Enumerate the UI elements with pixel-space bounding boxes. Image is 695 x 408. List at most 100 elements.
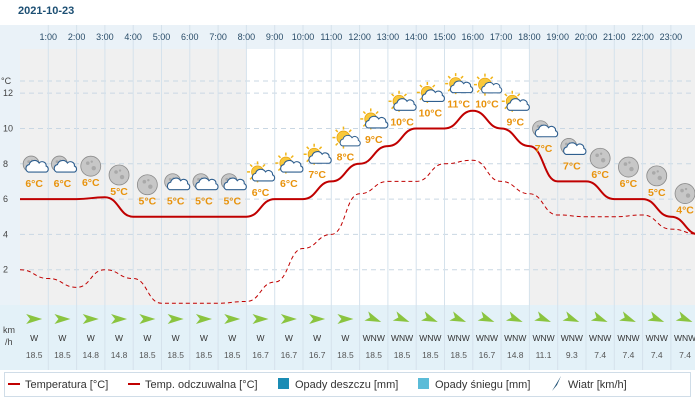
- moon-crater: [225, 177, 229, 181]
- chart-legend: Temperatura [°C] Temp. odczuwalna [°C] Opa…: [4, 372, 691, 397]
- hour-label: 13:00: [377, 32, 400, 42]
- wind-speed-label: 18.5: [224, 350, 241, 360]
- wind-direction-label: WNW: [391, 333, 413, 343]
- wind-speed-label: 18.5: [422, 350, 439, 360]
- sun-cloud-icon: [247, 161, 276, 183]
- moon-crater: [91, 165, 96, 171]
- wind-arrow-icon: [590, 311, 608, 322]
- sun-ray: [504, 93, 508, 97]
- wind-arrow-icon: [195, 314, 212, 324]
- sun-icon: [473, 73, 503, 96]
- wind-speed-label: 18.5: [139, 350, 156, 360]
- hour-label: 9:00: [266, 32, 284, 42]
- legend-item: Wiatr [km/h]: [552, 376, 627, 391]
- legend-label: Temperatura [°C]: [25, 379, 108, 391]
- sun-ray: [403, 93, 408, 97]
- wind-direction-label: WNW: [589, 333, 611, 343]
- sun-ray: [490, 76, 494, 80]
- wind-speed-label: 18.5: [196, 350, 213, 360]
- hour-label: 5:00: [153, 32, 171, 42]
- moon-icon: [136, 174, 158, 196]
- moon-crater: [623, 162, 628, 166]
- sun-ray: [375, 110, 379, 115]
- moon-crater: [565, 142, 568, 146]
- moon-crater: [680, 188, 684, 193]
- wind-direction-label: W: [257, 333, 265, 343]
- wind-arrow-icon: [421, 311, 438, 322]
- temperature-label: 9°C: [365, 134, 383, 146]
- wind-direction-label: W: [30, 333, 38, 343]
- moon-disc: [674, 183, 695, 204]
- cloud-shape: [25, 159, 49, 173]
- moon-icon: [108, 164, 130, 186]
- wind-arrow-shape: [167, 314, 184, 324]
- wind-arrow-icon: [54, 314, 71, 324]
- moon-crater: [595, 153, 599, 158]
- wind-direction-label: W: [228, 333, 236, 343]
- temperature-label: 6°C: [82, 177, 100, 189]
- hour-axis: 1:00 2:00 3:00 4:00 5:00 6:00 7:00 8:00 9:00 10:0…: [40, 32, 683, 42]
- wind-speed-label: 18.5: [450, 350, 467, 360]
- wind-direction-label: WNW: [363, 333, 385, 343]
- moon-crater: [651, 171, 656, 175]
- wind-arrow-shape: [111, 314, 128, 324]
- wind-arrow-icon: [280, 314, 297, 324]
- y-axis-unit: °C: [1, 76, 12, 86]
- moon-crater: [656, 170, 659, 173]
- wind-arrow-icon: [534, 311, 551, 322]
- wind-arrow-icon: [82, 314, 99, 324]
- wind-arrow-shape: [647, 311, 665, 322]
- chart-gridlines: [20, 25, 695, 370]
- wind-speed-label: 7.4: [651, 350, 663, 360]
- wind-speed-label: 18.5: [337, 350, 354, 360]
- wind-row: W 18.5 W 18.5 W 14.8 W 14.8 W 18.5 W 18.5 W 18.5 W 18.5…: [26, 311, 695, 360]
- wind-arrow-shape: [82, 314, 99, 324]
- wind-arrow-shape: [619, 311, 636, 322]
- wind-icon: [552, 376, 561, 391]
- cloud-shape: [506, 98, 530, 111]
- sun-ray: [362, 110, 366, 115]
- wind-direction-label: W: [87, 333, 95, 343]
- hour-label: 14:00: [405, 32, 428, 42]
- legend-item: Opady deszczu [mm]: [278, 378, 398, 391]
- cloud-shape: [481, 81, 503, 94]
- hour-label: 1:00: [40, 32, 58, 42]
- wind-arrow-shape: [337, 314, 354, 324]
- sun-cloud-icon: [388, 90, 417, 112]
- night-shade-evening: [529, 49, 695, 305]
- sun-icon: [332, 126, 361, 149]
- wind-speed-label: 14.8: [82, 350, 99, 360]
- moon-icon: [618, 156, 639, 178]
- wind-arrow-shape: [562, 311, 580, 322]
- temperature-label: 5°C: [648, 187, 666, 199]
- sun-ray: [348, 129, 352, 133]
- legend-item: Temperatura [°C]: [8, 379, 108, 391]
- cloud-shape: [421, 89, 445, 102]
- moon-disc: [80, 155, 102, 177]
- temperature-label: 7°C: [308, 169, 326, 181]
- legend-item: Temp. odczuwalna [°C]: [128, 379, 258, 391]
- moon-disc: [589, 147, 611, 169]
- wind-direction-label: W: [313, 333, 321, 343]
- wind-speed-label: 14.8: [111, 350, 128, 360]
- wind-direction-label: WNW: [561, 333, 583, 343]
- wind-speed-label: 7.4: [594, 350, 606, 360]
- hour-label: 15:00: [433, 32, 456, 42]
- wind-arrow-icon: [505, 311, 523, 322]
- hour-label: 10:00: [292, 32, 315, 42]
- wind-arrow-icon: [562, 311, 580, 322]
- hour-label: 17:00: [490, 32, 513, 42]
- wind-arrow-icon: [619, 311, 636, 322]
- night-partly-cloudy-icon: [51, 155, 78, 173]
- moon-crater: [600, 158, 606, 163]
- wind-arrow-shape: [392, 311, 410, 322]
- wind-speed-label: 18.5: [54, 350, 71, 360]
- hour-label: 2:00: [68, 32, 86, 42]
- cloud-shape: [195, 177, 219, 191]
- wind-arrow-shape: [675, 311, 693, 322]
- sun-ray: [335, 142, 339, 146]
- wind-speed-label: 9.3: [566, 350, 578, 360]
- sun-cloud-icon: [360, 108, 389, 130]
- wind-axis-label: km: [3, 325, 15, 335]
